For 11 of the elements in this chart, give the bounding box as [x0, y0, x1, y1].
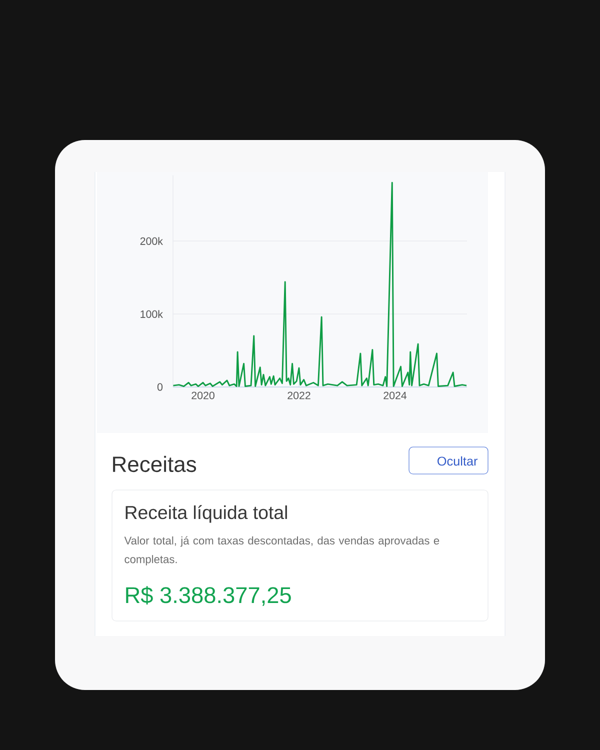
text: Receitas — [113, 456, 196, 472]
text: Valor total, já com taxas descontadas, das vendas aprovadas e completas. — [124, 536, 440, 566]
x-tick-label: 2022 — [288, 392, 310, 400]
text: Receita líquida total — [126, 505, 287, 523]
text: R$ 3.388.377,25 — [126, 586, 291, 606]
y-tick-label: 200k — [140, 237, 163, 245]
text: Ocultar — [438, 456, 478, 466]
x-tick-label: 2020 — [192, 392, 214, 400]
x-tick-label: 2024 — [384, 392, 407, 400]
y-tick-label: 100k — [140, 310, 163, 318]
y-tick-label: 0 — [157, 383, 163, 391]
